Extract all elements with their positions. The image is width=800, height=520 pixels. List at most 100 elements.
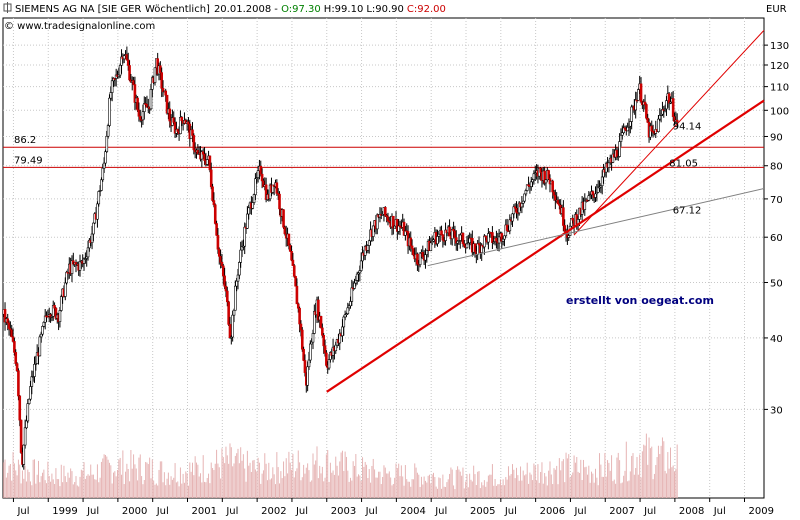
candle-body [108, 97, 111, 126]
candle-body [358, 270, 362, 274]
chart-labels: 94.14 81.05 67.12 [669, 121, 701, 216]
candle-body [220, 261, 224, 267]
candle-body [149, 89, 153, 110]
candle-body [164, 90, 168, 96]
candle-body [503, 235, 506, 240]
candle-body [347, 305, 351, 309]
candle-body [539, 167, 542, 173]
candle-body [14, 352, 18, 364]
candle-body [228, 324, 232, 338]
x-tick-label: 2001 [192, 506, 217, 517]
candle-body [626, 126, 629, 132]
candle-body [562, 207, 565, 226]
candle-body [551, 180, 554, 193]
x-tick-label: Jul [573, 506, 586, 517]
candle-body [17, 370, 20, 397]
candle-body [587, 195, 591, 201]
y-tick-label: 40 [770, 334, 783, 345]
source-label: © www.tradesignalonline.com [4, 21, 155, 32]
candle-body [30, 376, 34, 387]
x-axis: Jul 1999 Jul 2000 Jul 2001 Jul 2002 Jul 2003 Jul 20… [12, 498, 774, 517]
candle-body [125, 54, 129, 61]
candle-body [319, 316, 323, 329]
candle-body [232, 309, 236, 316]
x-tick-label: 2005 [470, 506, 495, 517]
candle-body [137, 109, 141, 117]
plot-area [2, 17, 765, 499]
candle-body [221, 265, 225, 277]
candle-body [556, 199, 560, 205]
candle-body [495, 237, 498, 242]
candle-body [448, 226, 451, 237]
candle-body [105, 135, 109, 152]
annotation-label: 81.05 [669, 158, 698, 169]
candle-body [371, 225, 375, 237]
candle-body [209, 169, 213, 188]
candle-body [600, 176, 604, 187]
candle-body [235, 280, 238, 287]
candle-body [302, 348, 305, 361]
candle-body [334, 344, 338, 352]
y-tick-label: 120 [770, 61, 789, 72]
candle-body [525, 184, 529, 191]
candle-body [15, 363, 19, 372]
candle-body [110, 80, 114, 93]
candle-body [531, 179, 534, 183]
x-tick-label: Jul [434, 506, 447, 517]
candle-body [359, 260, 363, 271]
candle-body [26, 403, 30, 422]
candle-body [296, 303, 300, 309]
candle-body [515, 207, 518, 213]
y-tick-label: 60 [770, 233, 783, 244]
candle-body [311, 333, 315, 343]
candle-body [343, 314, 347, 318]
candle-body [118, 64, 122, 76]
candle-body [429, 242, 433, 252]
candle-body [219, 256, 222, 263]
candle-body [18, 395, 22, 421]
candle-body [97, 191, 101, 205]
candle-body [487, 233, 490, 243]
candle-body [70, 260, 74, 274]
candle-body [591, 191, 595, 195]
candle-body [128, 65, 131, 81]
candle-body [637, 89, 640, 101]
candle-body [355, 273, 359, 281]
close-label: C:92.00 [407, 4, 446, 15]
instrument-name: SIEMENS AG NA [SIE GER [15, 4, 141, 15]
annotation-label: 67.12 [673, 205, 702, 216]
candle-body [231, 314, 234, 338]
candle-body [25, 420, 28, 429]
candle-body [675, 119, 679, 122]
candle-body [239, 249, 242, 263]
x-tick-label: Jul [16, 506, 29, 517]
candle-body [508, 219, 512, 232]
candle-body [168, 108, 172, 122]
x-tick-label: Jul [504, 506, 517, 517]
candle-body [246, 213, 249, 229]
candle-body [153, 67, 157, 83]
candle-body [58, 310, 62, 323]
interval-label: Wöchentlich] [145, 4, 210, 15]
candle-body [292, 265, 296, 277]
candle-body [458, 234, 462, 241]
candle-body [544, 179, 548, 184]
currency-label: EUR [766, 4, 787, 15]
y-tick-label: 90 [770, 132, 783, 143]
candle-body [23, 427, 27, 446]
candle-body [161, 88, 165, 93]
candle-body [29, 386, 32, 400]
x-tick-label: 2004 [400, 506, 425, 517]
candle-body [611, 153, 615, 163]
candle-body [425, 250, 429, 255]
open-label: O:97.30 [281, 4, 321, 15]
candle-body [341, 326, 344, 337]
candle-body [629, 121, 632, 127]
candle-body [133, 84, 137, 103]
candle-body [291, 259, 295, 266]
candle-body [465, 243, 469, 249]
candle-body [595, 192, 599, 195]
candle-body [227, 301, 230, 325]
candle-body [567, 235, 571, 238]
